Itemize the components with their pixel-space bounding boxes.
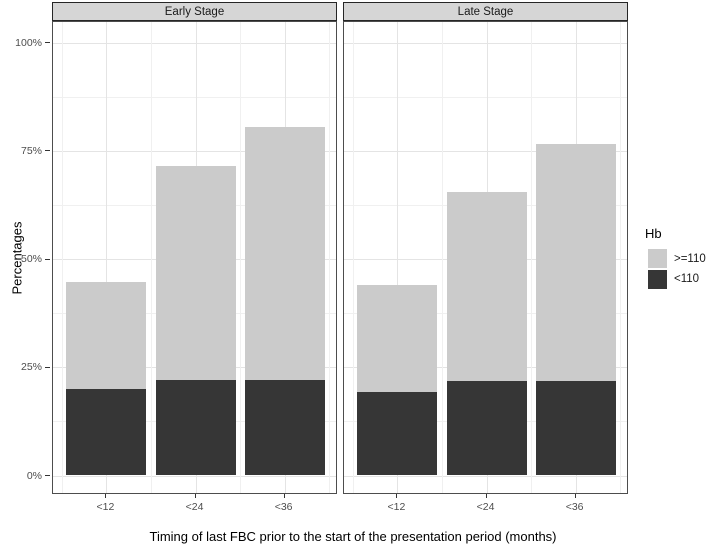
legend-item: >=110 <box>648 249 706 268</box>
x-tick-label: <36 <box>565 501 584 513</box>
facet-strip-label: Early Stage <box>164 5 225 18</box>
legend-items: >=110 <110 <box>645 249 706 289</box>
panel-plot-area <box>343 21 628 494</box>
y-tick-mark <box>45 475 50 476</box>
gridline-minor-vertical <box>352 22 354 493</box>
x-tick-mark <box>283 494 285 498</box>
facet-strip: Late Stage <box>343 2 628 21</box>
facet-panel-late-stage: Late Stage <box>343 2 628 494</box>
y-tick-mark <box>45 366 50 368</box>
y-tick-label: 0% <box>26 469 42 482</box>
gridline-major-horizontal <box>344 150 627 152</box>
bar-segment-ge110 <box>155 166 236 380</box>
x-tick-mark <box>485 494 487 498</box>
bar-segment-lt110 <box>535 381 616 476</box>
bar-segment-lt110 <box>357 392 438 476</box>
legend-item: <110 <box>648 269 706 289</box>
y-tick-mark <box>45 150 50 152</box>
bar-segment-ge110 <box>535 144 616 382</box>
facet-strip: Early Stage <box>52 2 337 21</box>
gridline-minor-vertical <box>240 22 242 493</box>
y-tick-label: 25% <box>20 361 42 374</box>
x-tick-mark <box>396 494 398 498</box>
gridline-minor-vertical <box>531 22 533 493</box>
bar-segment-lt110 <box>155 379 236 476</box>
gridline-major-horizontal <box>344 42 627 44</box>
gridline-minor-vertical <box>620 22 622 493</box>
x-tick-label: <12 <box>387 501 406 513</box>
gridline-minor-vertical <box>329 22 331 493</box>
x-tick-label: <24 <box>476 501 495 513</box>
x-tick-mark <box>194 494 196 498</box>
facet-strip-label: Late Stage <box>457 5 514 18</box>
gridline-minor-horizontal <box>53 96 336 98</box>
legend-swatch <box>648 249 667 268</box>
bar-segment-ge110 <box>244 126 325 380</box>
legend-swatch <box>648 269 667 289</box>
bar-segment-lt110 <box>66 389 147 476</box>
y-tick-mark <box>45 258 50 260</box>
gridline-minor-vertical <box>61 22 63 493</box>
y-tick-label: 50% <box>20 253 42 265</box>
bar-segment-lt110 <box>244 379 325 476</box>
x-tick-mark <box>574 494 576 498</box>
x-tick-label: <12 <box>96 501 115 513</box>
x-tick-label: <36 <box>274 501 293 513</box>
bar-segment-ge110 <box>66 282 147 390</box>
gridline-minor-horizontal <box>344 96 627 98</box>
legend-item-label: >=110 <box>674 252 706 265</box>
gridline-major-horizontal <box>53 42 336 44</box>
legend-item-label: <110 <box>674 273 700 285</box>
bar-segment-lt110 <box>446 381 527 476</box>
x-tick-mark <box>105 494 107 498</box>
y-tick-label: 100% <box>15 36 42 49</box>
y-tick-mark <box>45 42 50 43</box>
gridline-minor-vertical <box>442 22 443 493</box>
gridline-minor-vertical <box>151 22 152 493</box>
legend: Hb >=110 <110 <box>645 227 706 290</box>
gridline-major-horizontal <box>53 475 336 477</box>
legend-title: Hb <box>645 226 662 241</box>
y-tick-label: 75% <box>20 144 42 157</box>
gridline-major-horizontal <box>53 150 336 152</box>
gridline-major-vertical <box>397 22 399 493</box>
x-axis-title: Timing of last FBC prior to the start of… <box>149 529 557 544</box>
bar-segment-ge110 <box>357 285 438 393</box>
panel-plot-area <box>52 21 337 494</box>
x-tick-label: <24 <box>185 501 204 513</box>
bar-segment-ge110 <box>446 191 527 382</box>
gridline-major-horizontal <box>344 475 627 477</box>
gridline-major-vertical <box>106 22 108 493</box>
facet-panel-early-stage: Early Stage <box>52 2 337 494</box>
